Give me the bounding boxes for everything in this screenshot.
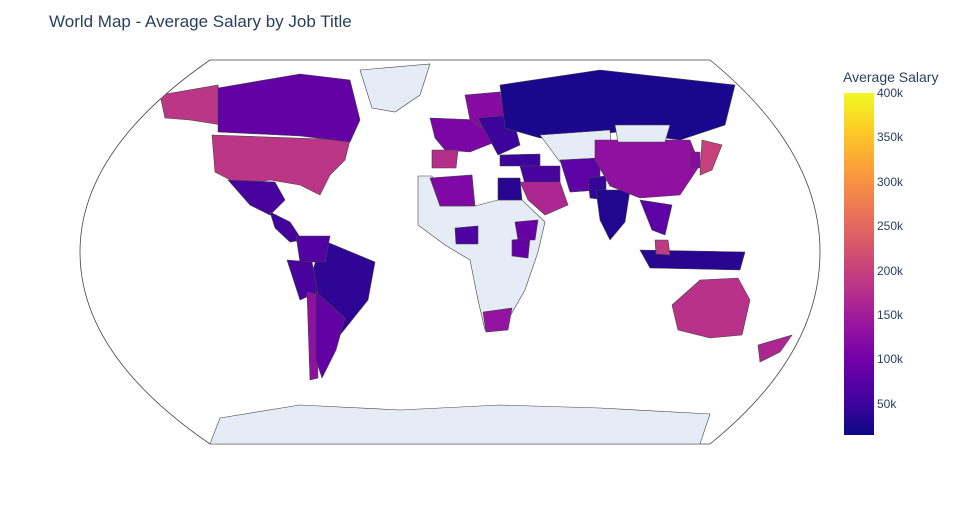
region-south-africa[interactable] [482, 307, 513, 333]
region-australia[interactable] [671, 277, 751, 339]
region-alaska[interactable] [159, 84, 223, 126]
region-spain[interactable] [431, 149, 459, 169]
colorbar-tick-label: 50k [877, 396, 897, 411]
colorbar-tick-label: 100k [877, 352, 904, 367]
region-kenya[interactable] [511, 237, 531, 259]
colorbar-tick-label: 150k [877, 308, 904, 323]
region-ethiopia[interactable] [514, 219, 539, 241]
region-middle-east[interactable] [519, 165, 561, 185]
region-peru[interactable] [286, 259, 319, 301]
region-southeast-asia[interactable] [639, 199, 673, 236]
region-central-america[interactable] [269, 211, 303, 243]
colorbar [844, 93, 874, 435]
region-saudi-arabia[interactable] [519, 181, 569, 216]
region-nigeria[interactable] [454, 225, 479, 245]
region-korea[interactable] [689, 151, 701, 169]
region-argentina[interactable] [315, 291, 346, 379]
region-china[interactable] [594, 139, 701, 199]
colorbar-tick-label: 300k [877, 174, 904, 189]
region-new-zealand[interactable] [757, 334, 793, 363]
region-mexico[interactable] [227, 179, 286, 216]
region-chile[interactable] [306, 291, 319, 381]
chart-title: World Map - Average Salary by Job Title [49, 12, 352, 31]
colorbar-title: Average Salary [843, 69, 939, 85]
region-antarctica[interactable] [209, 404, 711, 444]
region-algeria[interactable] [429, 174, 476, 207]
region-canada[interactable] [217, 73, 361, 143]
colorbar-tick-label: 350k [877, 130, 904, 145]
region-mongolia[interactable] [614, 124, 671, 143]
colorbar-tick-label: 400k [877, 86, 904, 100]
region-colombia[interactable] [295, 235, 331, 263]
colorbar-tick-label: 250k [877, 219, 904, 234]
region-united-states[interactable] [211, 134, 351, 196]
region-greenland[interactable] [359, 63, 431, 113]
region-turkey[interactable] [499, 153, 541, 167]
region-japan[interactable] [699, 139, 723, 176]
region-malaysia[interactable] [654, 239, 671, 256]
region-egypt[interactable] [497, 177, 523, 201]
colorbar-tick-label: 200k [877, 263, 904, 278]
